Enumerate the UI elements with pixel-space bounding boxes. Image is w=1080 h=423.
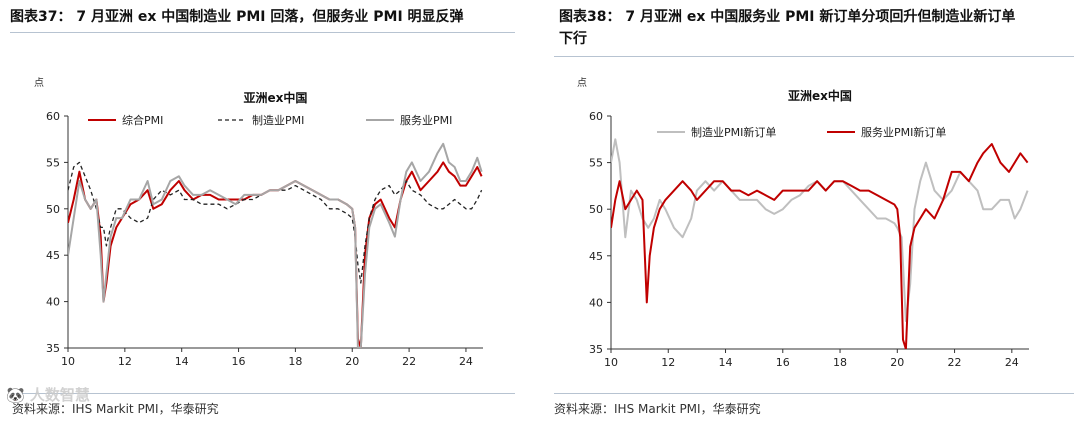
y-tick-label: 45 <box>46 249 60 262</box>
title-rule <box>554 56 1074 57</box>
series-line-1 <box>68 161 483 284</box>
y-tick-label: 40 <box>46 296 60 309</box>
series-line-2 <box>68 142 483 348</box>
x-tick-label: 24 <box>459 355 473 368</box>
source-rule <box>10 393 515 394</box>
x-tick-label: 18 <box>288 355 302 368</box>
x-tick-label: 22 <box>948 356 962 369</box>
y-tick-label: 60 <box>589 110 603 123</box>
figure-title: 图表37： 7 月亚洲 ex 中国制造业 PMI 回落，但服务业 PMI 明显反… <box>10 9 464 25</box>
y-tick-label: 35 <box>589 343 603 356</box>
x-tick-label: 16 <box>776 356 790 369</box>
x-tick-label: 20 <box>890 356 904 369</box>
y-tick-label: 50 <box>589 203 603 216</box>
y-tick-label: 35 <box>46 342 60 355</box>
x-tick-label: 14 <box>175 355 189 368</box>
x-tick-label: 16 <box>232 355 246 368</box>
y-axis-label: 点 <box>34 77 44 89</box>
chart-38-svg: 亚洲ex中国 点 35 40 45 50 55 60 10 12 14 16 18 20 22 24 制造业PM… <box>577 77 1029 369</box>
x-tick-label: 10 <box>61 355 75 368</box>
title-rule <box>10 32 515 33</box>
watermark-logo: 🐼 人数智慧 <box>6 386 90 404</box>
x-tick-label: 10 <box>604 356 618 369</box>
legend-label-1: 制造业PMI <box>252 113 304 127</box>
x-tick-label: 14 <box>719 356 733 369</box>
source-note: 资料来源：IHS Markit PMI，华泰研究 <box>554 402 761 416</box>
chart-37-svg: 亚洲ex中国 点 35 40 45 50 55 60 10 12 14 16 18 20 22 24 综合PMI… <box>34 77 483 368</box>
source-note: 资料来源：IHS Markit PMI，华泰研究 <box>12 402 219 416</box>
y-tick-label: 40 <box>589 296 603 309</box>
x-tick-label: 12 <box>661 356 675 369</box>
x-tick-label: 24 <box>1005 356 1019 369</box>
y-tick-label: 50 <box>46 203 60 216</box>
x-tick-label: 20 <box>345 355 359 368</box>
series-line-1 <box>611 143 1029 349</box>
source-rule <box>554 393 1074 394</box>
y-tick-label: 60 <box>46 110 60 123</box>
legend-label-2: 服务业PMI <box>400 114 452 127</box>
chart-panel-38: 图表38： 7 月亚洲 ex 中国服务业 PMI 新订单分项回升但制造业新订单 … <box>549 0 1080 423</box>
x-tick-label: 18 <box>833 356 847 369</box>
legend-label-0: 综合PMI <box>122 113 163 127</box>
x-tick-label: 12 <box>118 355 132 368</box>
chart-title: 亚洲ex中国 <box>788 88 852 103</box>
y-tick-label: 55 <box>589 157 603 170</box>
figure-title: 图表38： 7 月亚洲 ex 中国服务业 PMI 新订单分项回升但制造业新订单 … <box>559 6 1015 50</box>
chart-title: 亚洲ex中国 <box>244 90 308 105</box>
figure-title-line2: 下行 <box>559 31 587 47</box>
y-tick-label: 45 <box>589 250 603 263</box>
series-line-0 <box>611 138 1029 322</box>
x-tick-label: 22 <box>402 355 416 368</box>
chart-panel-37: 图表37： 7 月亚洲 ex 中国制造业 PMI 回落，但服务业 PMI 明显反… <box>0 0 515 423</box>
legend-label-0: 制造业PMI新订单 <box>691 125 776 139</box>
y-tick-label: 55 <box>46 156 60 169</box>
legend-label-1: 服务业PMI新订单 <box>861 125 946 139</box>
y-axis-label: 点 <box>577 77 587 89</box>
